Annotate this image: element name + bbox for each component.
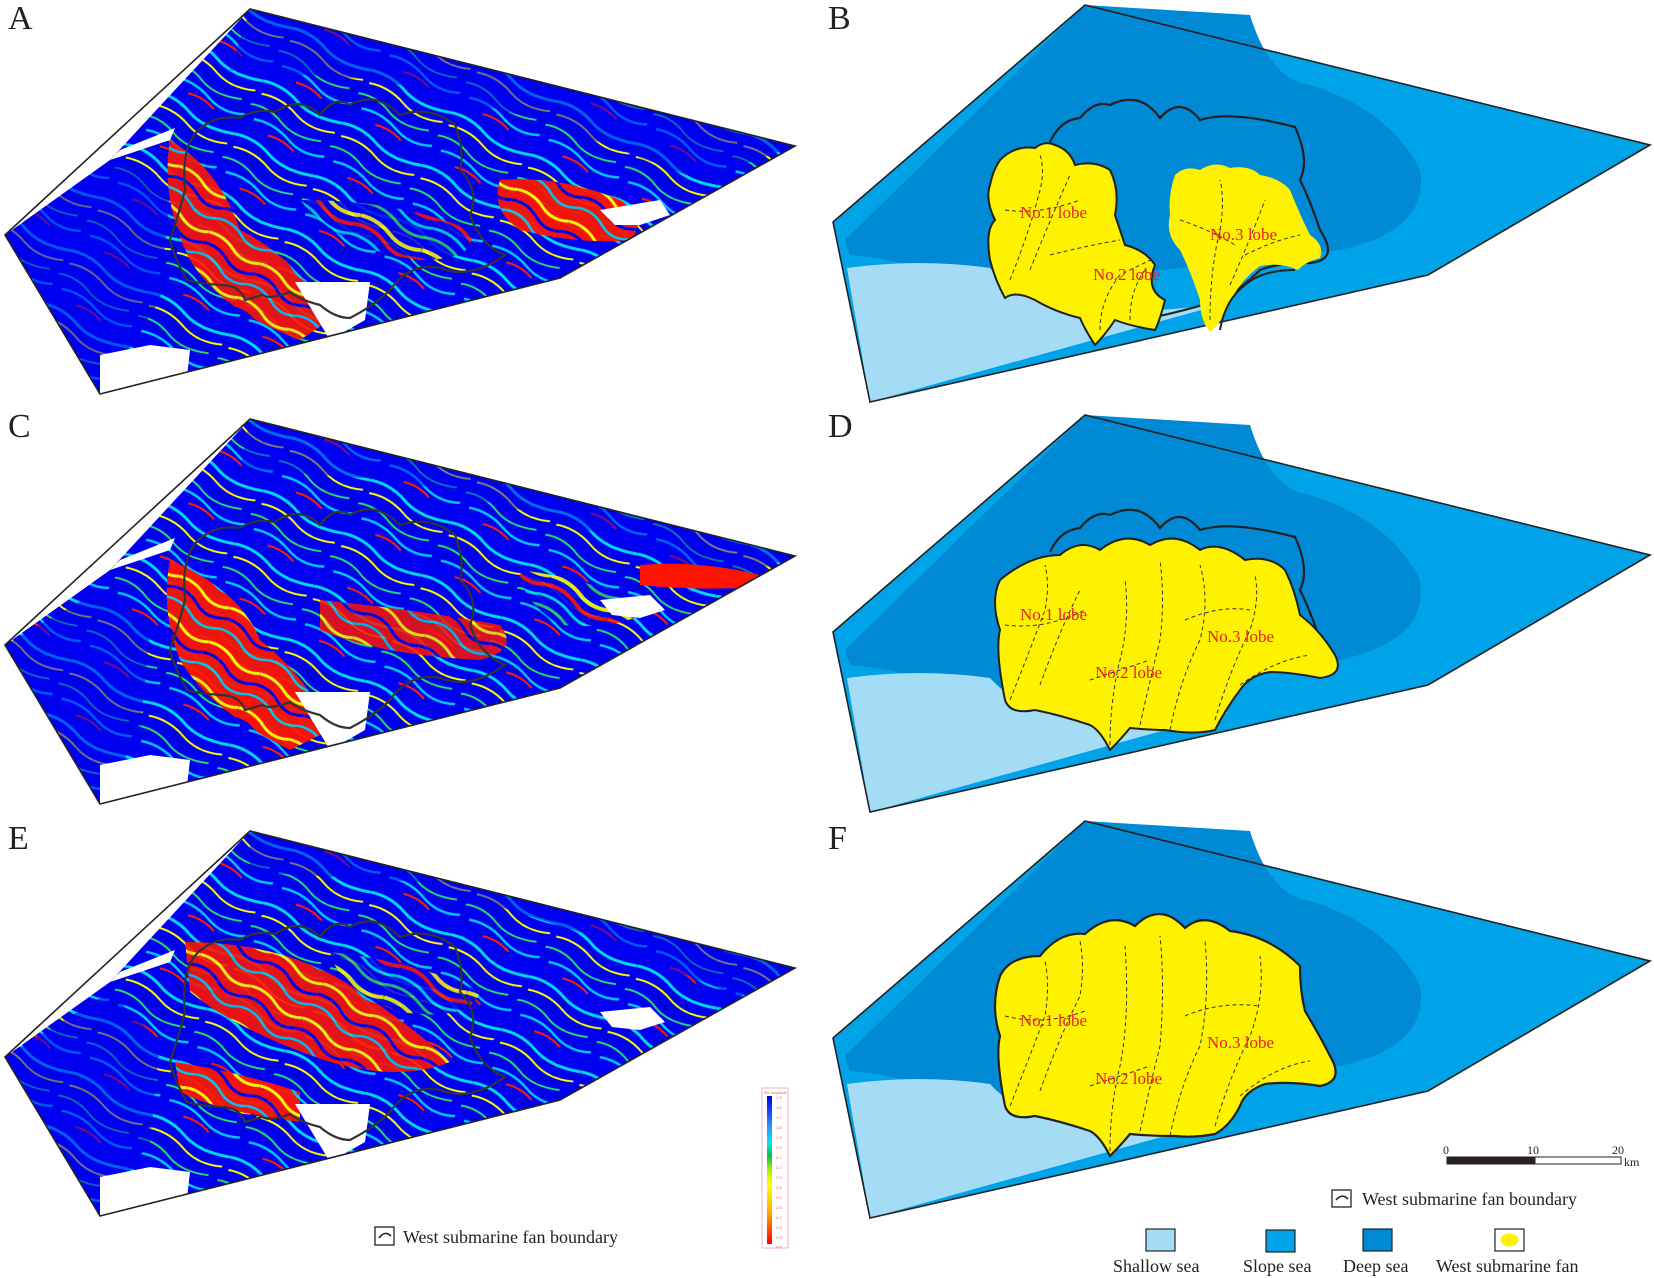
panel-label-c: C — [8, 408, 31, 445]
svg-text:2.2: 2.2 — [776, 1165, 782, 1170]
legend-boundary-f — [1331, 1189, 1352, 1208]
lobe-label-1-b: No.1 lobe — [1020, 203, 1087, 222]
svg-text:2.9: 2.9 — [776, 1235, 782, 1240]
legend-label-deep-sea: Deep sea — [1343, 1256, 1408, 1276]
panel-label-e: E — [8, 820, 29, 857]
legend-boundary-e — [374, 1226, 395, 1246]
panel-label-d: D — [828, 408, 853, 445]
svg-text:2.1: 2.1 — [776, 1155, 782, 1160]
swatch-slope-sea — [1265, 1229, 1296, 1253]
svg-text:2.3: 2.3 — [776, 1175, 782, 1180]
svg-text:1.7: 1.7 — [776, 1115, 782, 1120]
scale-tick-0: 0 — [1443, 1143, 1449, 1157]
lobe-label-2-d: No.2 lobe — [1095, 663, 1162, 682]
svg-text:2.7: 2.7 — [776, 1215, 782, 1220]
panel-label-a: A — [8, 0, 33, 37]
svg-text:1.6: 1.6 — [776, 1105, 782, 1110]
panel-label-f: F — [828, 820, 847, 857]
scale-tick-10: 10 — [1527, 1143, 1539, 1157]
svg-text:2.4: 2.4 — [776, 1185, 782, 1190]
lobe-label-2-b: No.2 lobe — [1093, 265, 1160, 284]
amplitude-colorbar — [761, 1087, 789, 1249]
svg-text:2.6: 2.6 — [776, 1205, 782, 1210]
panel-b-facies-map: No.1 lobe No.2 lobe No.3 lobe — [832, 4, 1653, 403]
legend-label-west-submarine-fan: West submarine fan — [1436, 1256, 1579, 1276]
swatch-deep-sea — [1362, 1228, 1393, 1252]
lobe-label-3-b: No.3 lobe — [1210, 225, 1277, 244]
svg-text:3.0: 3.0 — [776, 1244, 782, 1249]
lobe-label-3-d: No.3 lobe — [1207, 627, 1274, 646]
lobe-label-3-f: No.3 lobe — [1207, 1033, 1274, 1052]
scale-tick-20: 20 — [1612, 1143, 1624, 1157]
svg-text:2.5: 2.5 — [776, 1195, 782, 1200]
scale-bar — [1446, 1156, 1622, 1165]
lobe-label-1-f: No.1 lobe — [1020, 1011, 1087, 1030]
svg-text:2.8: 2.8 — [776, 1225, 782, 1230]
fan-boundary-e — [168, 920, 508, 1142]
svg-text:1.5: 1.5 — [776, 1095, 782, 1100]
panel-label-b: B — [828, 0, 851, 37]
legend-boundary-label-e: West submarine fan boundary — [403, 1227, 618, 1247]
legend-facies-swatches — [1145, 1228, 1525, 1253]
panel-c-seismic-map — [3, 418, 798, 805]
scale-unit: km — [1624, 1155, 1640, 1169]
lobe-label-1-d: No.1 lobe — [1020, 605, 1087, 624]
svg-text:1.9: 1.9 — [776, 1135, 782, 1140]
lobe-label-2-f: No.2 lobe — [1095, 1069, 1162, 1088]
svg-text:1.8: 1.8 — [776, 1125, 782, 1130]
legend-boundary-label-f: West submarine fan boundary — [1362, 1189, 1577, 1209]
colorbar-ticks: 1.5 1.6 1.7 1.8 1.9 2.0 2.1 2.2 2.3 2.4 … — [776, 1095, 782, 1249]
svg-text:2.0: 2.0 — [776, 1145, 782, 1150]
fan-boundary-a — [168, 98, 508, 320]
panel-f-facies-map: No.1 lobe No.2 lobe No.3 lobe — [832, 820, 1653, 1219]
legend-label-slope-sea: Slope sea — [1243, 1256, 1311, 1276]
fan-boundary-c — [168, 508, 508, 730]
panel-d-facies-map: No.1 lobe No.2 lobe No.3 lobe — [832, 414, 1653, 813]
colorbar-title: Rel. Amplitude — [764, 1091, 787, 1095]
distributary-channels-f — [1004, 935, 1311, 1152]
swatch-shallow-sea — [1145, 1228, 1176, 1252]
legend-label-shallow-sea: Shallow sea — [1113, 1256, 1199, 1276]
distributary-channels-b — [1004, 154, 1301, 331]
distributary-channels-d — [1004, 559, 1311, 746]
panel-a-seismic-map — [3, 8, 798, 395]
panel-e-seismic-map — [3, 830, 798, 1217]
